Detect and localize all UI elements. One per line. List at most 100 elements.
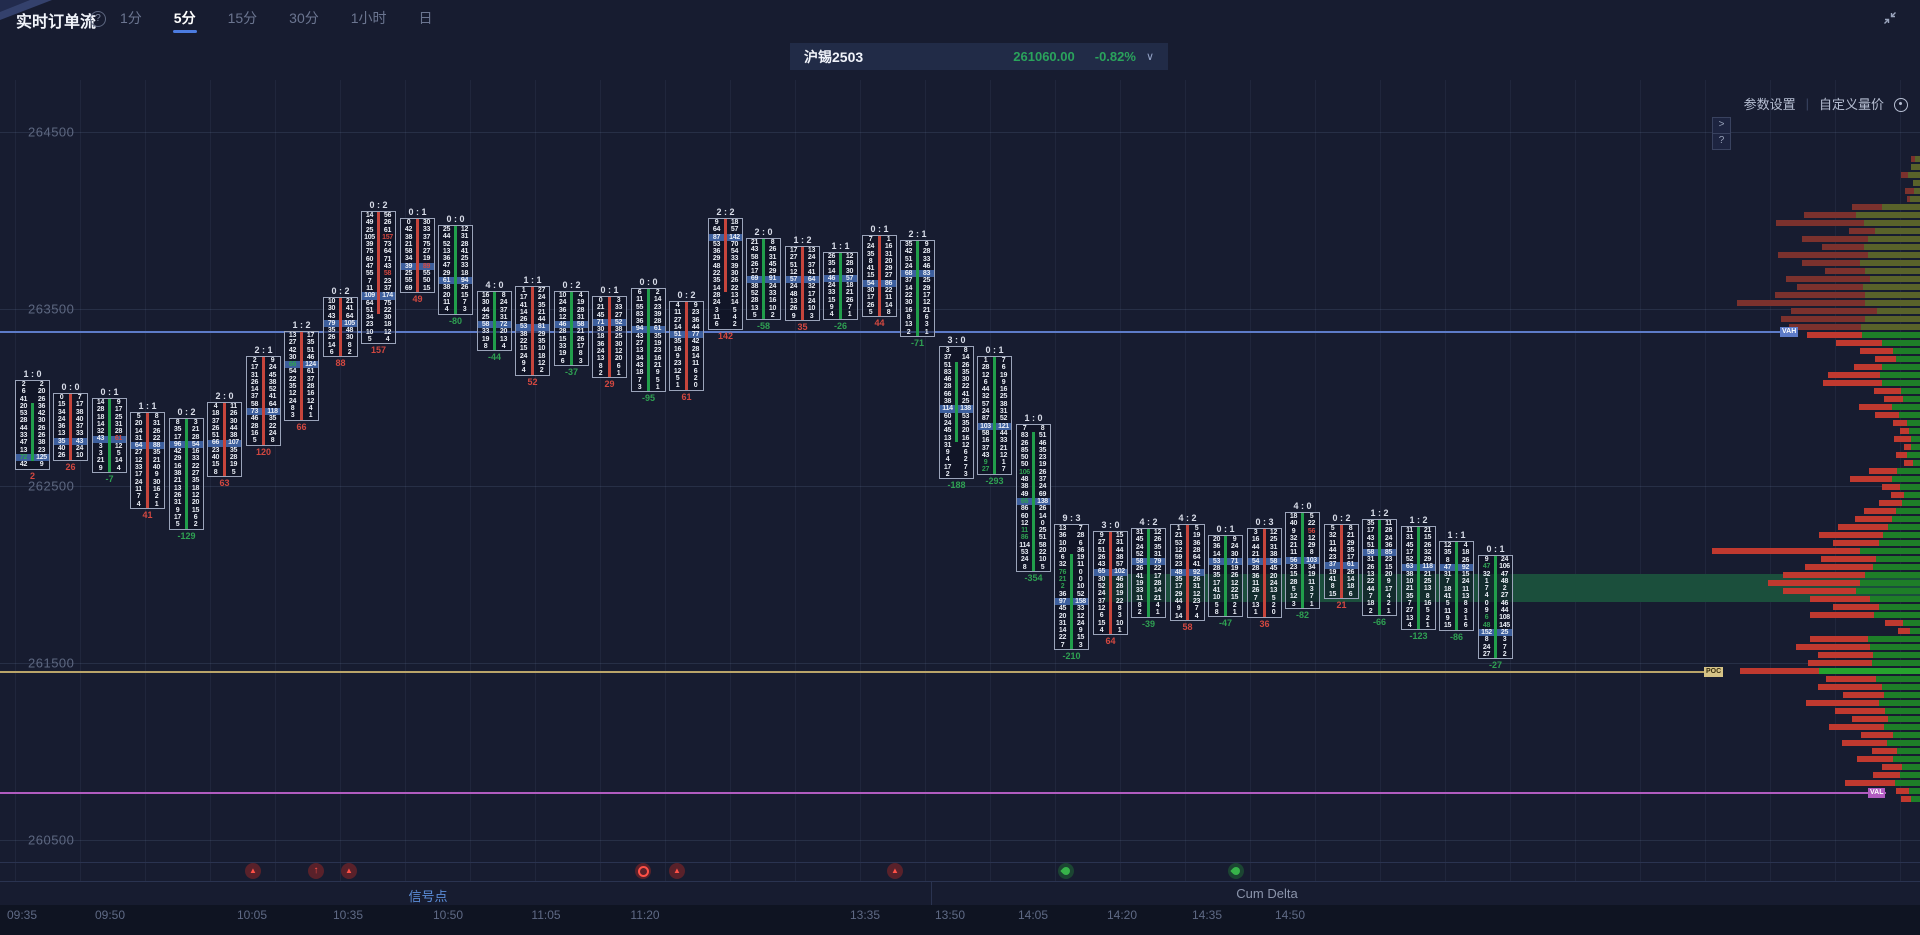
bid-volume-cell: 11: [135, 485, 142, 493]
signal-marker-tri[interactable]: ▲: [245, 863, 261, 879]
tab-timeframe-3[interactable]: 30分: [289, 10, 319, 26]
bid-volume-cell: 39: [404, 262, 413, 270]
candle-imbalance-header: 1 : 1: [523, 275, 542, 285]
candle-row: 26 38: [1094, 554, 1127, 561]
panel-expand-button[interactable]: >: [1712, 117, 1731, 134]
ask-volume-cell: 71: [383, 255, 392, 263]
bid-volume-cell: 64: [134, 442, 143, 450]
ask-volume-cell: 15: [1423, 534, 1432, 542]
candle-row: 14 31: [93, 421, 126, 428]
bid-volume-cell: 22: [1366, 578, 1375, 586]
bid-volume-cell: 8: [598, 362, 603, 370]
chevron-down-icon[interactable]: ∨: [1145, 51, 1154, 63]
candle-row: 53 42: [16, 410, 49, 417]
bid-volume-cell: 61: [442, 277, 451, 285]
candle-body-bar: [493, 292, 496, 351]
tab-timeframe-2[interactable]: 15分: [227, 10, 258, 26]
candle-row: 38 27: [170, 470, 203, 477]
bid-volume-cell: 26: [789, 305, 798, 313]
candle-row: 97 158: [1055, 598, 1088, 605]
bid-volume-cell: 2: [1060, 583, 1065, 591]
ask-volume-cell: 2: [1271, 601, 1276, 609]
candle-row: 26 44: [516, 316, 549, 323]
candle-row: 33 14: [1132, 587, 1165, 594]
ask-volume-cell: 9: [1232, 536, 1237, 543]
candle-row: 24 12: [285, 398, 318, 405]
bid-volume-cell: 42: [173, 448, 182, 456]
bid-volume-cell: 41: [1212, 587, 1221, 595]
signal-marker-tri[interactable]: ▲: [341, 863, 357, 879]
tab-timeframe-4[interactable]: 1小时: [350, 10, 387, 26]
ask-volume-cell: 12: [1269, 529, 1278, 536]
candle-row: 24 19: [555, 299, 588, 306]
candle-row: 23 35: [208, 447, 241, 454]
volume-profile-row: [1855, 516, 1920, 522]
bid-volume-cell: 46: [558, 321, 567, 329]
ask-volume-cell: 118: [1422, 563, 1433, 571]
bid-volume-cell: 11: [674, 309, 681, 317]
help-icon[interactable]: ?: [90, 11, 106, 27]
custom-volume-price-button[interactable]: 自定义量价: [1818, 97, 1884, 112]
tab-timeframe-1[interactable]: 5分: [172, 0, 198, 36]
candle-row: 21 38: [1248, 551, 1281, 558]
signal-marker-leaf[interactable]: [1228, 863, 1244, 879]
candle-row: 37 61: [1325, 561, 1358, 568]
bid-volume-cell: 24: [827, 282, 836, 290]
bid-volume-cell: 11: [636, 296, 643, 304]
tab-timeframe-0[interactable]: 1分: [120, 10, 142, 26]
param-settings-button[interactable]: 参数设置: [1743, 97, 1796, 112]
target-icon[interactable]: [1894, 97, 1908, 112]
tab-timeframe-5[interactable]: 日: [418, 10, 433, 26]
candle-row: 17 6: [170, 514, 203, 521]
profile-sell-segment: [1860, 348, 1893, 354]
ask-volume-cell: 35: [229, 446, 238, 454]
bid-volume-cell: 17: [173, 513, 182, 521]
collapse-icon[interactable]: [1882, 10, 1898, 26]
cum-delta-legend[interactable]: Cum Delta: [1236, 886, 1298, 901]
x-axis-label: 09:50: [94, 908, 126, 922]
ask-volume-cell: 25: [922, 277, 931, 285]
candle-row: 7 23: [362, 278, 395, 285]
bid-volume-cell: 69: [750, 275, 759, 283]
ask-volume-cell: 26: [1346, 568, 1355, 576]
ask-volume-cell: 51: [1038, 534, 1047, 542]
candle-row: 9 56: [1286, 528, 1319, 535]
candle-box: 10 21 30 41 43 64 79 105 35 48 26 30 14 8 6 2: [323, 297, 358, 358]
bid-volume-cell: 43: [327, 312, 336, 320]
candle-row: 51 44: [1094, 547, 1127, 554]
signal-marker-arrow[interactable]: ↑: [308, 863, 324, 879]
candle-row: 24 10: [1017, 556, 1050, 563]
profile-sell-segment: [1807, 332, 1862, 338]
signal-marker-leaf[interactable]: [1058, 863, 1074, 879]
ask-volume-cell: 41: [345, 305, 354, 313]
candle-row: 47 33: [439, 262, 472, 269]
candle-row: 48 39: [709, 263, 742, 270]
candle-row: 35 8: [1402, 593, 1435, 600]
ask-volume-cell: 12: [1307, 534, 1316, 542]
panel-help-button[interactable]: ?: [1712, 133, 1731, 150]
candle-row: 52 29: [1402, 556, 1435, 563]
candle-body-bar: [185, 419, 188, 529]
profile-sell-segment: [1901, 796, 1911, 802]
bid-volume-cell: 17: [1174, 583, 1183, 591]
ask-volume-cell: 15: [1115, 532, 1124, 539]
candle-imbalance-header: 4 : 2: [1139, 517, 1158, 527]
signal-marker-tri[interactable]: ▲: [669, 863, 685, 879]
candle-row: 20 36: [16, 403, 49, 410]
ask-volume-cell: 4: [1463, 542, 1468, 549]
signal-marker-tri[interactable]: ▲: [887, 863, 903, 879]
signal-marker-donut[interactable]: [635, 863, 651, 879]
bid-volume-cell: 43: [1366, 534, 1375, 542]
candle-body-bar: [1455, 542, 1458, 630]
volume-profile-row: [1901, 796, 1920, 802]
signal-points-legend[interactable]: 信号点: [408, 889, 448, 904]
ask-volume-cell: 11: [1385, 520, 1392, 527]
profile-buy-segment: [1882, 340, 1920, 346]
ask-volume-cell: 28: [1153, 580, 1162, 588]
ask-volume-cell: 64: [268, 400, 277, 408]
